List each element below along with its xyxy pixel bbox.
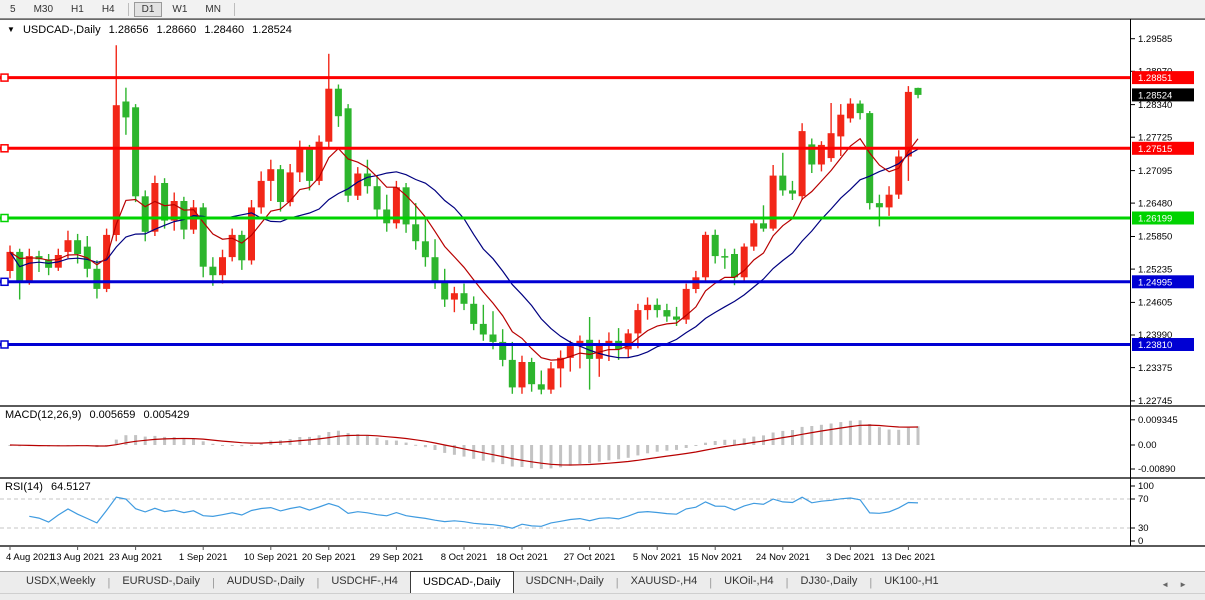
fast-ma-line: [9, 137, 919, 361]
svg-text:29 Sep 2021: 29 Sep 2021: [369, 552, 423, 563]
svg-text:5 Nov 2021: 5 Nov 2021: [633, 552, 682, 563]
chart-background: [0, 19, 1205, 571]
svg-text:1.28524: 1.28524: [1138, 90, 1172, 101]
svg-text:1.27095: 1.27095: [1138, 166, 1172, 177]
svg-text:1.26480: 1.26480: [1138, 198, 1172, 209]
svg-text:13 Aug 2021: 13 Aug 2021: [51, 552, 104, 563]
timeframe-button-d1[interactable]: D1: [133, 1, 163, 17]
tab-separator: |: [107, 577, 111, 589]
tab-ukoil-h4[interactable]: UKOil-,H4: [724, 575, 774, 587]
tab-separator: |: [869, 577, 873, 589]
svg-text:1.23375: 1.23375: [1138, 363, 1172, 374]
timeframe-button-m30[interactable]: M30: [33, 3, 54, 15]
tab-dj30-daily[interactable]: DJ30-,Daily: [800, 575, 858, 587]
timeframe-button-w1[interactable]: W1: [172, 3, 188, 15]
svg-text:0.00: 0.00: [1138, 440, 1157, 451]
chart-tabs-bar: USDX,Weekly | EURUSD-,Daily | AUDUSD-,Daily |…: [0, 571, 1205, 593]
svg-text:18 Oct 2021: 18 Oct 2021: [496, 552, 548, 563]
tab-usdcnh-daily[interactable]: USDCNH-,Daily: [525, 575, 604, 587]
svg-text:100: 100: [1138, 481, 1154, 492]
svg-text:1.28340: 1.28340: [1138, 100, 1172, 111]
tab-scroll-controls: ◄ ►: [1161, 580, 1205, 593]
svg-text:4 Aug 2021: 4 Aug 2021: [6, 552, 54, 563]
hline-1-24995[interactable]: [0, 277, 1130, 287]
timeframe-button-h4[interactable]: H4: [101, 3, 115, 15]
tab-uk100-h1[interactable]: UK100-,H1: [884, 575, 939, 587]
current-price-badge: 1.28524: [1132, 88, 1194, 102]
svg-text:1 Sep 2021: 1 Sep 2021: [179, 552, 228, 563]
tab-usdx-weekly[interactable]: USDX,Weekly: [26, 575, 96, 587]
timeframe-toolbar: 5 M30 H1 H4 D1 W1 MN: [0, 0, 1205, 19]
svg-text:8 Oct 2021: 8 Oct 2021: [441, 552, 487, 563]
hline-1-26199[interactable]: [0, 213, 1130, 223]
candles-layer: [6, 45, 922, 395]
svg-text:3 Dec 2021: 3 Dec 2021: [826, 552, 875, 563]
timeframe-button-h1[interactable]: H1: [71, 3, 84, 15]
tab-eurusd-daily[interactable]: EURUSD-,Daily: [122, 575, 200, 587]
tab-separator: |: [316, 577, 320, 589]
tab-separator: |: [785, 577, 789, 589]
tab-scroll-right-icon[interactable]: ►: [1179, 580, 1187, 589]
toolbar-separator: [233, 2, 235, 16]
svg-text:-0.00890: -0.00890: [1138, 464, 1176, 475]
macd-axis: 0.009345 0.00 -0.00890: [1130, 415, 1178, 475]
tab-separator: |: [615, 577, 619, 589]
window-bottom-edge: [0, 593, 1205, 600]
tab-xauusd-h4[interactable]: XAUUSD-,H4: [630, 575, 698, 587]
tab-separator: |: [709, 577, 713, 589]
svg-text:1.27515: 1.27515: [1138, 144, 1172, 155]
svg-text:1.22745: 1.22745: [1138, 396, 1172, 407]
rsi-line: [29, 496, 919, 529]
hline-1-23810[interactable]: [0, 340, 1130, 349]
rsi-axis: 100 70 30 0: [1130, 481, 1154, 547]
tab-scroll-left-icon[interactable]: ◄: [1161, 580, 1170, 589]
timeframe-button-5[interactable]: 5: [10, 3, 16, 15]
rsi-panel: 100 70 30 0: [0, 481, 1154, 547]
macd-signal-line: [9, 424, 919, 466]
svg-text:1.25850: 1.25850: [1138, 232, 1172, 243]
svg-text:20 Sep 2021: 20 Sep 2021: [302, 552, 356, 563]
svg-text:24 Nov 2021: 24 Nov 2021: [756, 552, 810, 563]
svg-text:1.24995: 1.24995: [1138, 277, 1172, 288]
svg-text:30: 30: [1138, 523, 1149, 534]
chart-tabs: USDX,Weekly | EURUSD-,Daily | AUDUSD-,Daily |…: [0, 571, 1161, 593]
tab-usdcad-daily[interactable]: USDCAD-,Daily: [409, 571, 514, 593]
hline-1-27515[interactable]: [0, 144, 1130, 153]
svg-text:13 Dec 2021: 13 Dec 2021: [881, 552, 935, 563]
hline-1-28851[interactable]: [0, 73, 1130, 82]
price-axis-badges: 1.28851 1.27515 1.26199 1.24995 1.23810 1.285…: [1132, 71, 1194, 351]
svg-text:1.29585: 1.29585: [1138, 34, 1172, 45]
svg-text:1.23990: 1.23990: [1138, 330, 1172, 341]
svg-text:1.26199: 1.26199: [1138, 214, 1172, 225]
chart-canvas[interactable]: 1.295851.289701.283401.277251.270951.264…: [0, 19, 1205, 571]
tab-usdchf-h4[interactable]: USDCHF-,H4: [331, 575, 398, 587]
svg-text:1.24605: 1.24605: [1138, 298, 1172, 309]
svg-text:10 Sep 2021: 10 Sep 2021: [244, 552, 298, 563]
svg-text:1.25235: 1.25235: [1138, 264, 1172, 275]
svg-text:1.27725: 1.27725: [1138, 132, 1172, 143]
toolbar-separator: [127, 2, 129, 16]
svg-text:27 Oct 2021: 27 Oct 2021: [564, 552, 616, 563]
macd-panel: 0.009345 0.00 -0.00890: [8, 415, 1178, 475]
timeframe-buttons: 5 M30 H1 H4 D1 W1 MN: [1, 1, 239, 17]
timeframe-button-mn[interactable]: MN: [205, 3, 221, 15]
svg-text:15 Nov 2021: 15 Nov 2021: [688, 552, 742, 563]
svg-text:0: 0: [1138, 536, 1143, 547]
tab-audusd-daily[interactable]: AUDUSD-,Daily: [226, 575, 305, 587]
panel-borders: [0, 19, 1205, 547]
chart-area: 1.295851.289701.283401.277251.270951.264…: [0, 19, 1205, 571]
svg-text:70: 70: [1138, 494, 1149, 505]
svg-text:1.28851: 1.28851: [1138, 73, 1172, 84]
svg-text:23 Aug 2021: 23 Aug 2021: [109, 552, 162, 563]
svg-text:0.009345: 0.009345: [1138, 415, 1178, 426]
svg-text:1.23810: 1.23810: [1138, 340, 1172, 351]
tab-separator: |: [211, 577, 215, 589]
